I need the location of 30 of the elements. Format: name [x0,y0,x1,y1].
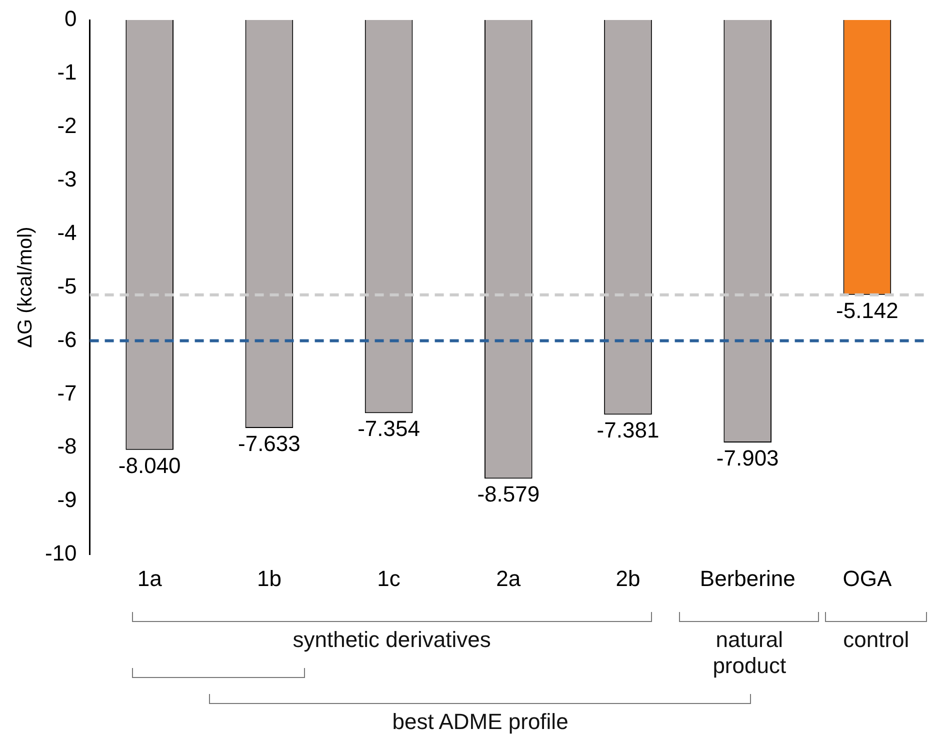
y-tick-label: -7 [57,380,77,406]
text: control [842,627,910,653]
y-tick-label: -6 [57,326,77,352]
data-label: -7.381 [596,418,660,443]
x-tick-label: 1a [137,566,163,591]
data-label: -7.354 [358,416,420,442]
y-tick-label: 0 [64,6,77,32]
x-tick-label: 1c [377,566,400,591]
data-label: -8.579 [477,482,540,507]
x-tick-label: 2a [496,566,522,591]
x-tick-label: 2b [616,566,640,591]
y-tick-label: -2 [57,112,77,138]
text: natural product [712,627,788,679]
data-label: -7.633 [238,431,300,456]
y-tick-label: -4 [57,220,77,245]
y-tick-label: -5 [57,273,77,298]
y-tick-label: -3 [57,166,77,192]
x-tick-label: OGA [842,566,892,591]
x-tick-label: 1b [256,566,282,591]
y-tick-label: -1 [57,60,77,85]
y-tick-label: -10 [45,540,77,566]
y-axis-title: ΔG (kcal/mol) [14,226,37,348]
data-label: -8.040 [118,452,181,478]
y-tick-label: -9 [57,487,77,512]
x-tick-label: Berberine [700,566,796,591]
data-label: -7.903 [716,446,779,471]
data-label: -5.142 [836,298,898,323]
text: best ADME profile [391,709,570,735]
text: synthetic derivatives [292,627,492,653]
y-tick-label: -8 [57,434,77,459]
